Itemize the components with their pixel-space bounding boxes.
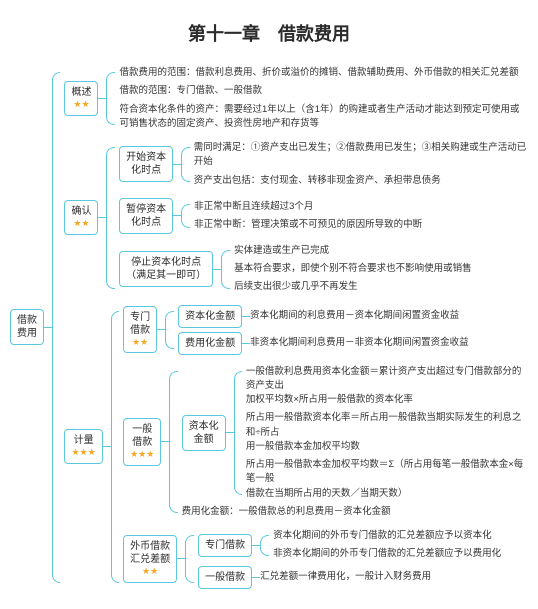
- pause-cap-item: 非正常中断且连续超过3个月: [194, 200, 422, 214]
- forex-special-item: 资本化期间的外币专门借款的汇兑差额应予以资本化: [273, 529, 501, 543]
- general-cap-item: 一般借款利息费用资本化金额＝累计资产支出超过专门借款部分的资产支出加权平均数×所…: [246, 365, 528, 408]
- forex-label: 外币借款汇兑差额: [130, 541, 170, 565]
- forex-general-text: 汇兑差额一律费用化，一般计入财务费用: [260, 570, 431, 584]
- recognition-stars: ★★: [71, 218, 91, 230]
- recognition-label: 确认: [71, 206, 91, 217]
- pause-cap-label: 暂停资本化时点: [126, 204, 166, 228]
- general-cap-node: 资本化金额: [182, 415, 226, 451]
- general-cap-item: 所占用一般借款资本化率＝所占用一般借款当期实际发生的利息之和÷所占用一般借款本金…: [246, 411, 528, 454]
- measurement-node: 计量 ★★★: [64, 429, 102, 464]
- mindmap-tree: 借款费用 概述 ★★ 借款费用的范围：借款利息费用、折价或溢价的摊销、借款辅助费…: [10, 66, 528, 589]
- root-label: 借款费用: [17, 315, 37, 339]
- chapter-title: 第十一章 借款费用: [10, 20, 528, 46]
- overview-node: 概述 ★★: [64, 81, 98, 116]
- overview-stars: ★★: [71, 99, 91, 111]
- stop-cap-node: 停止资本化时点（满足其一即可）: [119, 251, 213, 287]
- stop-cap-label: 停止资本化时点（满足其一即可）: [126, 257, 206, 281]
- general-exp-text: 费用化金额：一般借款总的利息费用－资本化金额: [182, 505, 528, 519]
- start-cap-node: 开始资本化时点: [119, 146, 173, 182]
- recognition-node: 确认 ★★: [64, 200, 98, 235]
- special-loan-stars: ★★: [130, 337, 150, 349]
- special-exp-text: 非资本化期间利息费用－非资本化期间闲置资金收益: [250, 336, 469, 350]
- special-loan-label: 专门借款: [130, 312, 150, 336]
- general-cap-item: 所占用一般借款本金加权平均数＝Σ（所占用每笔一般借款本金×每笔一般借款在当期所占…: [246, 458, 528, 501]
- overview-label: 概述: [71, 87, 91, 98]
- forex-special-item: 非资本化期间的外币专门借款的汇兑差额应予以费用化: [273, 547, 501, 561]
- special-cap-text: 资本化期间的利息费用－资本化期间闲置资金收益: [250, 309, 459, 323]
- measurement-label: 计量: [74, 435, 94, 446]
- forex-general-node: 一般借款: [198, 566, 252, 589]
- overview-item: 借款的范围：专门借款、一般借款: [119, 84, 519, 98]
- stop-cap-item: 后续支出很少或几乎不再发生: [234, 280, 472, 294]
- overview-item: 借款费用的范围：借款利息费用、折价或溢价的摊销、借款辅助费用、外币借款的相关汇兑…: [119, 66, 519, 80]
- stop-cap-item: 基本符合要求，即使个别不符合要求也不影响使用或销售: [234, 262, 472, 276]
- forex-node: 外币借款汇兑差额 ★★: [123, 535, 177, 583]
- special-loan-node: 专门借款 ★★: [123, 306, 157, 354]
- pause-cap-node: 暂停资本化时点: [119, 198, 173, 234]
- root-node: 借款费用: [10, 309, 44, 345]
- general-loan-label: 一般借款: [132, 424, 152, 448]
- special-exp-node: 费用化金额: [178, 332, 242, 355]
- start-cap-item: 需同时满足：①资产支出已发生；②借款费用已发生；③相关购建或生产活动已开始: [194, 141, 528, 170]
- forex-special-node: 专门借款: [198, 534, 252, 557]
- general-loan-stars: ★★★: [130, 449, 154, 461]
- special-cap-node: 资本化金额: [178, 305, 242, 328]
- forex-stars: ★★: [130, 566, 170, 578]
- measurement-stars: ★★★: [71, 447, 95, 459]
- stop-cap-item: 实体建造或生产已完成: [234, 244, 472, 258]
- start-cap-item: 资产支出包括：支付现金、转移非现金资产、承担带息债务: [194, 174, 528, 188]
- start-cap-label: 开始资本化时点: [126, 152, 166, 176]
- general-loan-node: 一般借款 ★★★: [123, 418, 161, 466]
- pause-cap-item: 非正常中断：管理决策或不可预见的原因所导致的中断: [194, 218, 422, 232]
- overview-item: 符合资本化条件的资产：需要经过1年以上（含1年）的购建或者生产活动才能达到预定可…: [119, 103, 519, 132]
